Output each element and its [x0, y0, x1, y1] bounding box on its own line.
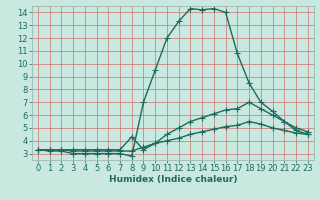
X-axis label: Humidex (Indice chaleur): Humidex (Indice chaleur) [108, 175, 237, 184]
